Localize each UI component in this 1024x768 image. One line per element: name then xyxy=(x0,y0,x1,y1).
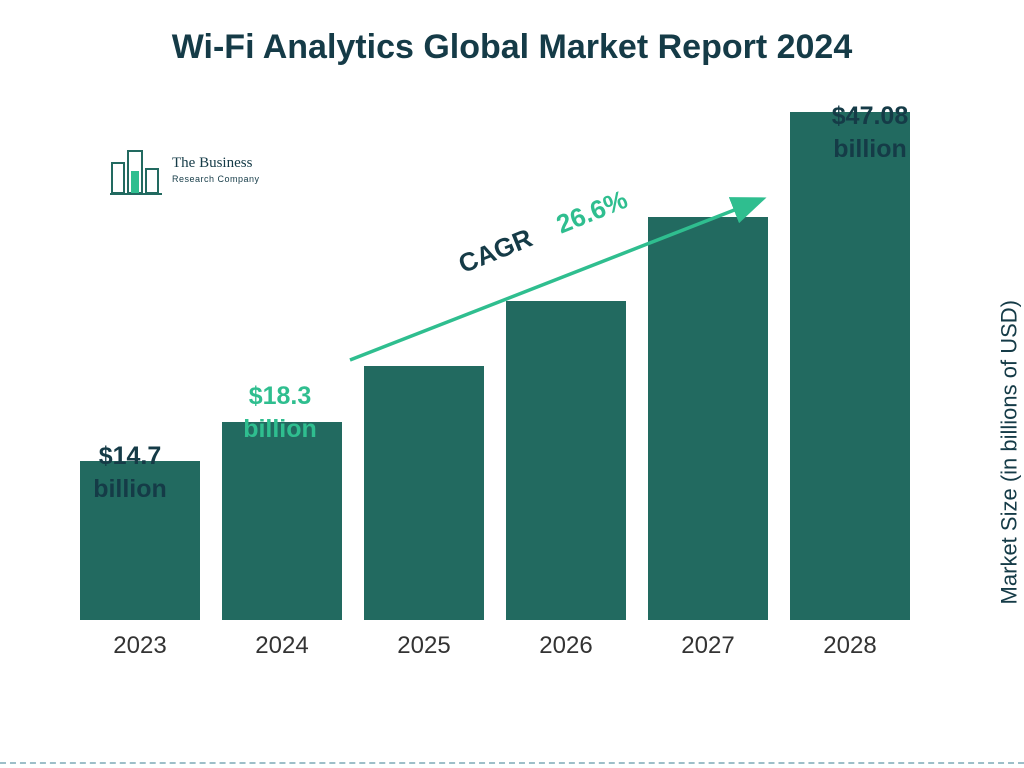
chart-title: Wi-Fi Analytics Global Market Report 202… xyxy=(0,28,1024,67)
value-label: $18.3billion xyxy=(200,380,360,445)
bar-category-label: 2023 xyxy=(113,632,166,660)
value-label: $47.08billion xyxy=(790,100,950,165)
bar-category-label: 2026 xyxy=(539,632,592,660)
bar-2025: 2025 xyxy=(364,366,484,660)
bar xyxy=(222,422,342,620)
y-axis-label: Market Size (in billions of USD) xyxy=(996,300,1022,604)
bottom-dashed-line xyxy=(0,762,1024,764)
bar-2028: 2028 xyxy=(790,112,910,660)
bar xyxy=(790,112,910,620)
bar xyxy=(364,366,484,620)
bar-category-label: 2027 xyxy=(681,632,734,660)
cagr-annotation: CAGR 26.6% xyxy=(340,190,780,370)
value-label: $14.7billion xyxy=(50,440,210,505)
page: Wi-Fi Analytics Global Market Report 202… xyxy=(0,0,1024,768)
bar-2024: 2024 xyxy=(222,422,342,660)
bar-category-label: 2025 xyxy=(397,632,450,660)
bar-category-label: 2028 xyxy=(823,632,876,660)
bar-category-label: 2024 xyxy=(255,632,308,660)
